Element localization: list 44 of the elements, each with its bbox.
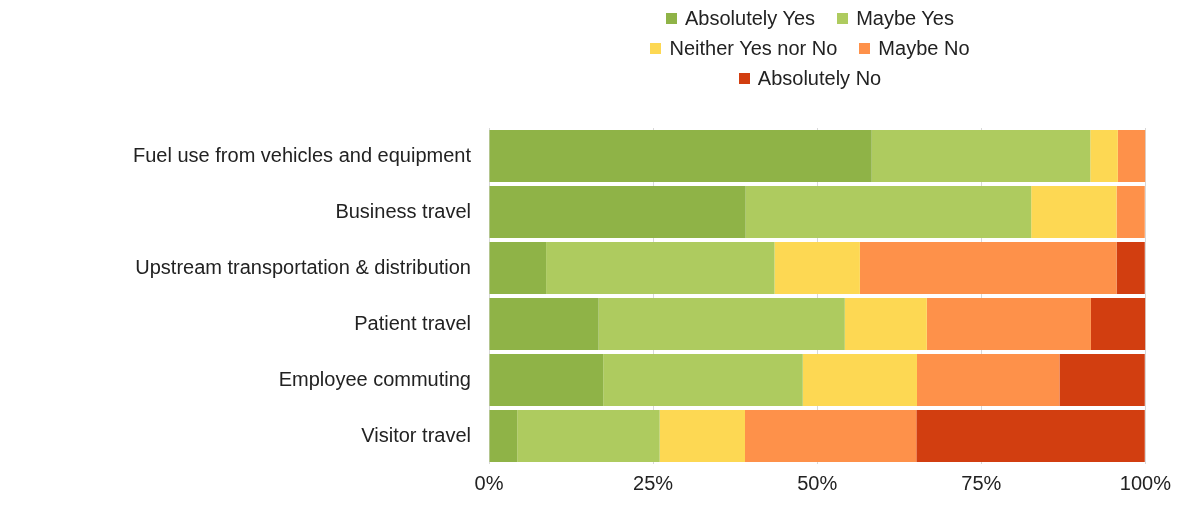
bar xyxy=(598,297,845,351)
bar xyxy=(745,185,1032,239)
x-tick-label: 50% xyxy=(797,471,838,494)
legend-label: Neither Yes nor No xyxy=(669,36,838,60)
bar xyxy=(489,185,746,239)
bar xyxy=(489,409,518,463)
y-tick-label: Upstream transportation & distribution xyxy=(135,255,471,278)
bar xyxy=(489,353,604,407)
x-tick-label: 75% xyxy=(961,471,1002,494)
bar xyxy=(745,409,917,463)
bar xyxy=(1116,185,1145,239)
bar xyxy=(1031,185,1117,239)
bar xyxy=(859,241,1117,295)
bar xyxy=(844,297,927,351)
bar xyxy=(916,409,1145,463)
bar xyxy=(1090,129,1118,183)
bar xyxy=(926,297,1091,351)
bar xyxy=(1090,297,1146,351)
bar xyxy=(546,241,775,295)
bar xyxy=(489,129,872,183)
y-tick-label: Visitor travel xyxy=(361,423,471,446)
legend-label: Absolutely No xyxy=(757,66,882,90)
bar xyxy=(489,241,547,295)
bar xyxy=(916,353,1060,407)
y-tick-label: Employee commuting xyxy=(278,367,471,390)
legend-label: Absolutely Yes xyxy=(685,6,816,30)
bar xyxy=(1116,241,1145,295)
x-tick-label: 100% xyxy=(1119,471,1172,494)
bar xyxy=(659,409,746,463)
bar xyxy=(489,297,599,351)
bar xyxy=(517,409,660,463)
legend-label: Maybe Yes xyxy=(856,6,954,30)
bar xyxy=(802,353,917,407)
y-tick-label: Fuel use from vehicles and equipment xyxy=(133,143,472,166)
x-tick-label: 25% xyxy=(633,471,674,494)
bar xyxy=(871,129,1091,183)
y-tick-label: Patient travel xyxy=(354,311,471,334)
x-tick-label: 0% xyxy=(474,471,504,494)
bar xyxy=(603,353,803,407)
bar xyxy=(1059,353,1145,407)
y-tick-label: Business travel xyxy=(335,199,471,222)
bar xyxy=(774,241,860,295)
bar xyxy=(1117,129,1146,183)
legend-label: Maybe No xyxy=(878,36,970,60)
